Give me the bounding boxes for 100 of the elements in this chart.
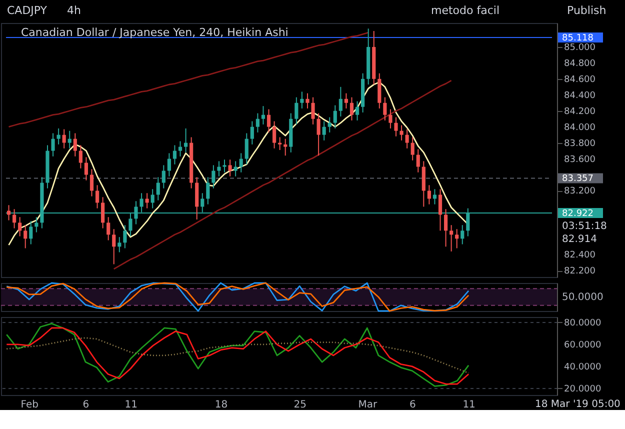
y-tick-label: 20.0000 — [564, 384, 602, 394]
y-tick-label: 84.400 — [564, 90, 596, 101]
candlestick — [266, 108, 271, 133]
candlestick — [333, 104, 337, 129]
candlestick — [101, 196, 105, 229]
candlestick — [29, 220, 33, 245]
candlestick — [284, 138, 288, 156]
candlestick — [256, 112, 260, 133]
candlestick — [416, 148, 420, 173]
y-tick-label: 84.200 — [564, 106, 596, 117]
candlestick — [68, 130, 72, 149]
ref-line-label: 82.922 — [562, 208, 594, 219]
candlestick — [123, 224, 127, 249]
candlestick — [355, 100, 360, 121]
y-tick-label: 83.600 — [564, 154, 596, 165]
candlestick — [195, 176, 199, 220]
candlestick — [228, 159, 232, 177]
candlestick — [90, 168, 94, 197]
candlestick — [6, 204, 11, 221]
text: Publish — [567, 4, 606, 17]
candlestick — [106, 216, 110, 241]
candlestick — [84, 156, 88, 181]
candlestick — [311, 96, 315, 125]
y-tick-label: 40.0000 — [564, 362, 602, 372]
candlestick — [383, 96, 387, 121]
text: 50.0000 — [562, 292, 604, 303]
candlestick — [178, 140, 182, 157]
candlestick — [34, 216, 38, 233]
y-tick-label: 83.200 — [564, 186, 596, 197]
text: 82.914 — [562, 234, 597, 245]
y-tick-label: 84.600 — [564, 74, 596, 85]
candlestick — [217, 160, 221, 177]
candlestick — [306, 92, 310, 109]
y-tick-label: 85.000 — [564, 42, 596, 53]
text: 03:51:18 — [562, 220, 607, 232]
text: 18 Mar '19 05:00 — [535, 399, 620, 410]
candlestick — [322, 120, 326, 141]
ref-line-label: 85.118 — [562, 34, 594, 44]
x-tick-label: 25 — [294, 400, 306, 410]
y-tick-label: 60.0000 — [564, 340, 602, 350]
candlestick — [24, 224, 28, 249]
y-tick-label: 84.000 — [564, 122, 596, 133]
candlestick — [145, 192, 149, 209]
candlestick — [73, 132, 77, 157]
candlestick — [167, 152, 171, 177]
x-tick-label: 11 — [462, 400, 476, 410]
line-series — [8, 81, 469, 246]
candlestick — [350, 96, 354, 121]
candlestick — [222, 159, 226, 173]
y-tick-label: 84.800 — [564, 58, 596, 69]
line-series — [113, 80, 452, 270]
text: CADJPY — [7, 4, 48, 17]
candlestick — [150, 188, 154, 209]
candlestick — [250, 120, 254, 145]
candlestick — [112, 228, 116, 265]
candlestick — [261, 106, 266, 125]
x-tick-label: 18 — [214, 400, 228, 410]
candlestick — [162, 164, 166, 189]
candlestick — [172, 144, 177, 165]
candlestick — [118, 236, 122, 253]
candlestick — [388, 108, 392, 129]
candlestick — [378, 72, 382, 109]
chart-title: Canadian Dollar / Japanese Yen, 240, Heikin Ashi — [21, 26, 288, 39]
candlestick — [212, 164, 216, 189]
candlestick — [410, 136, 414, 161]
candlestick — [338, 86, 342, 117]
candlestick — [316, 112, 320, 156]
x-tick-label: 11 — [124, 400, 138, 410]
candlestick — [184, 128, 188, 153]
candlestick — [56, 128, 60, 145]
candlestick — [206, 176, 210, 205]
x-tick-label: Feb — [20, 400, 39, 410]
candlestick — [12, 208, 16, 229]
candlestick — [294, 96, 298, 125]
candlestick — [460, 224, 464, 245]
candlestick — [300, 91, 304, 109]
candlestick — [405, 128, 409, 149]
candlestick — [156, 176, 160, 201]
candlestick — [239, 152, 243, 173]
y-tick-label: 82.200 — [564, 266, 596, 277]
x-tick-label: 6 — [82, 400, 90, 410]
y-tick-label: 83.800 — [564, 138, 596, 149]
line-series — [6, 337, 470, 374]
candlestick — [427, 184, 431, 205]
candlestick — [272, 120, 276, 149]
ref-line-label: 83.357 — [562, 174, 594, 184]
candlestick — [432, 188, 437, 205]
text: metodo facil — [431, 4, 500, 17]
candlestick — [51, 132, 55, 157]
candlestick — [400, 124, 404, 141]
candlestick — [234, 160, 238, 177]
candlestick — [444, 208, 448, 248]
candlestick — [344, 92, 348, 109]
candlestick — [450, 224, 454, 252]
candlestick — [244, 132, 248, 165]
candlestick — [438, 188, 442, 232]
candlestick — [18, 216, 22, 237]
candlestick — [78, 144, 82, 169]
text: 4h — [67, 4, 81, 17]
x-tick-label: Mar — [358, 400, 378, 410]
